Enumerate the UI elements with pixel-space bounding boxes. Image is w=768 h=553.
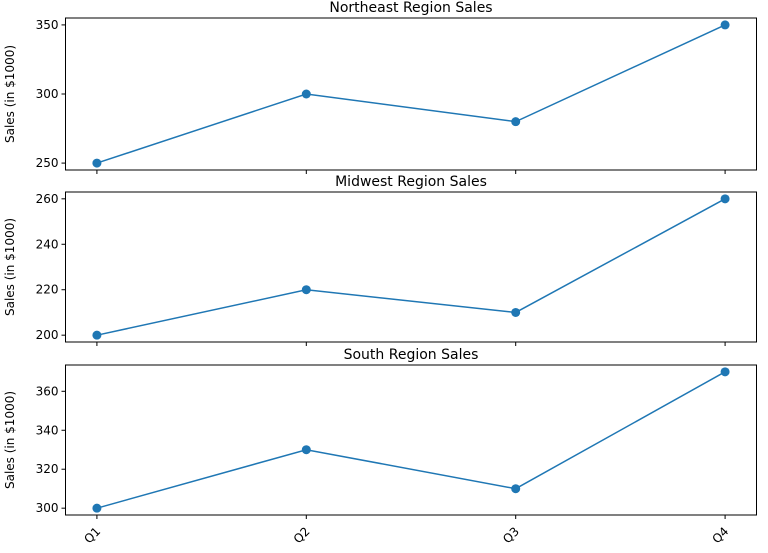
y-axis-label: Sales (in $1000) [3, 218, 17, 316]
data-point [511, 484, 521, 494]
x-tick-label: Q3 [500, 524, 522, 546]
x-tick-label: Q1 [81, 524, 103, 546]
axes-frame [65, 17, 757, 171]
data-point [720, 367, 730, 377]
axes-frame [65, 191, 757, 343]
data-point [511, 307, 521, 317]
data-point [301, 89, 311, 99]
data-point [301, 285, 311, 295]
y-tick-label: 300 [36, 501, 59, 515]
y-tick-label: 220 [36, 283, 59, 297]
chart-title: South Region Sales [344, 347, 479, 363]
chart-title: Midwest Region Sales [335, 174, 487, 190]
y-tick-label: 300 [36, 87, 59, 101]
y-tick-label: 360 [36, 384, 59, 398]
y-tick-label: 250 [36, 156, 59, 170]
data-line [96, 198, 726, 336]
y-tick-label: 240 [36, 237, 59, 251]
data-point [301, 445, 311, 455]
data-line [96, 24, 726, 164]
axes-frame [65, 364, 757, 516]
chart-title: Northeast Region Sales [329, 0, 492, 16]
data-point [92, 503, 102, 513]
data-point [720, 194, 730, 204]
data-point [92, 330, 102, 340]
y-tick-label: 200 [36, 328, 59, 342]
y-tick-label: 340 [36, 423, 59, 437]
data-line [96, 371, 726, 509]
data-point [720, 20, 730, 30]
y-tick-label: 260 [36, 192, 59, 206]
data-point [511, 117, 521, 127]
y-axis-label: Sales (in $1000) [3, 45, 17, 143]
data-point [92, 158, 102, 168]
x-tick-label: Q4 [709, 524, 731, 546]
y-tick-label: 320 [36, 462, 59, 476]
y-axis-label: Sales (in $1000) [3, 391, 17, 489]
y-tick-label: 350 [36, 18, 59, 32]
x-tick-label: Q2 [291, 524, 313, 546]
